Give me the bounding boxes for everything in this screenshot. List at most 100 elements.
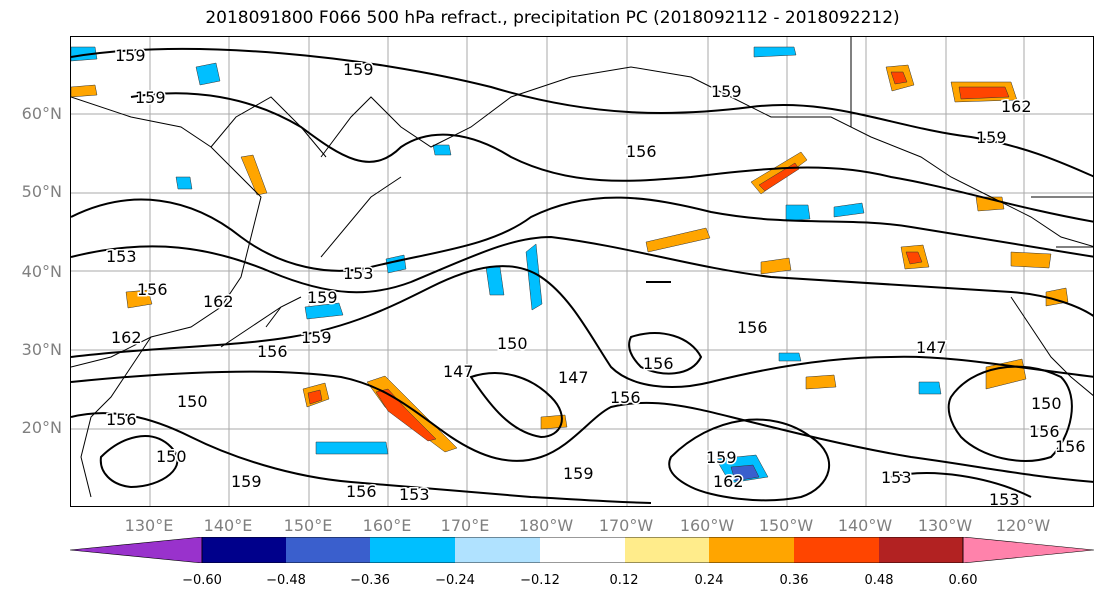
contour-label: 153 [989, 490, 1020, 507]
colorbar-swatch [455, 537, 540, 563]
contour-label: 150 [1031, 394, 1062, 413]
precip-area [760, 257, 792, 275]
contour-label: 153 [881, 468, 912, 487]
refractivity-contours [71, 47, 1093, 504]
lon-label-120w: 120°W [995, 516, 1051, 535]
precip-area [833, 202, 865, 218]
contour-label: 159 [711, 82, 742, 101]
precip-area [175, 176, 193, 190]
precip-area [785, 204, 811, 222]
map-canvas: 159 159 159 159 159 156 153 156 162 162 … [71, 37, 1093, 507]
precip-area [918, 381, 942, 395]
lon-label-160e: 160°E [362, 516, 412, 535]
colorbar-tick: 0.24 [694, 573, 724, 588]
contour-label: 159 [301, 328, 332, 347]
contour-label: 147 [443, 362, 474, 381]
contour-label: 156 [610, 388, 641, 407]
precip-area [540, 414, 568, 430]
lat-label-50: 50°N [21, 182, 62, 201]
colorbar-swatch [540, 537, 625, 563]
precip-area [385, 254, 407, 274]
contour-label: 153 [399, 485, 430, 504]
contour-label: 150 [497, 334, 528, 353]
precip-area [315, 441, 389, 455]
precip-area [1010, 251, 1052, 269]
precip-area [525, 243, 543, 311]
colorbar-swatch [879, 537, 963, 563]
lon-label-150e: 150°E [283, 516, 333, 535]
precip-area [71, 46, 98, 62]
precip-area [307, 389, 323, 405]
contour-label: 156 [643, 354, 674, 373]
precip-area [304, 302, 344, 320]
colorbar-swatch [794, 537, 879, 563]
precip-area [366, 375, 458, 453]
lat-label-40: 40°N [21, 262, 62, 281]
map-panel[interactable]: 159 159 159 159 159 156 153 156 162 162 … [70, 36, 1094, 507]
colorbar-tick: 0.12 [609, 573, 639, 588]
colorbar-swatch [286, 537, 370, 563]
contour-label: 159 [706, 448, 737, 467]
precip-area [890, 71, 908, 85]
contour-label: 156 [737, 318, 768, 337]
lat-label-60: 60°N [21, 104, 62, 123]
contour-label: 162 [713, 472, 744, 491]
contour-label: 150 [156, 447, 187, 466]
colorbar-tick: −0.12 [520, 573, 560, 588]
lon-label-130w: 130°W [917, 516, 973, 535]
lon-label-170e: 170°E [440, 516, 490, 535]
precip-area [375, 388, 437, 442]
lon-label-170w: 170°W [598, 516, 654, 535]
lat-label-30: 30°N [21, 340, 62, 359]
colorbar-arrow-left [69, 536, 203, 564]
contour-label: 159 [135, 88, 166, 107]
colorbar-tick: 0.60 [948, 573, 978, 588]
precip-area [645, 227, 711, 253]
contour-label: 162 [111, 328, 142, 347]
precip-area [805, 374, 837, 390]
contour-label: 159 [976, 128, 1007, 147]
contour-label: 147 [558, 368, 589, 387]
lat-label-20: 20°N [21, 418, 62, 437]
lon-label-140e: 140°E [203, 516, 253, 535]
colorbar-tick: 0.48 [864, 573, 894, 588]
precip-area [71, 84, 98, 98]
contour-label: 156 [1055, 437, 1086, 456]
colorbar-arrow-right [962, 536, 1095, 564]
colorbar-tick: −0.24 [435, 573, 475, 588]
colorbar-tick: −0.60 [182, 573, 222, 588]
colorbar-tick: −0.48 [266, 573, 306, 588]
contour-label: 159 [563, 464, 594, 483]
colorbar-svg [69, 536, 1095, 564]
lon-label-140w: 140°W [837, 516, 893, 535]
contour-label: 162 [1001, 97, 1032, 116]
precip-negative-areas [71, 46, 942, 484]
precip-area [958, 86, 1010, 100]
colorbar-swatch [202, 537, 286, 563]
contour-label: 156 [626, 142, 657, 161]
contour-label: 153 [343, 264, 374, 283]
precip-area [240, 154, 268, 196]
precip-area [195, 62, 221, 86]
contour-label: 156 [106, 410, 137, 429]
contour-label: 159 [343, 60, 374, 79]
colorbar-tick: 0.36 [779, 573, 809, 588]
precip-area [778, 352, 802, 362]
colorbar-tick: −0.36 [350, 573, 390, 588]
precip-area [753, 46, 797, 58]
contour-label: 159 [307, 288, 338, 307]
contour-label: 147 [916, 338, 947, 357]
contour-label: 156 [137, 280, 168, 299]
lon-label-160w: 160°W [679, 516, 735, 535]
lon-label-180w: 180°W [518, 516, 574, 535]
lon-label-150w: 150°W [758, 516, 814, 535]
colorbar-swatch [709, 537, 794, 563]
contour-label: 159 [231, 472, 262, 491]
colorbar [69, 536, 1095, 567]
contour-labels: 159 159 159 159 159 156 153 156 162 162 … [105, 45, 1088, 507]
map-title: 2018091800 F066 500 hPa refract., precip… [205, 8, 900, 28]
precip-area [905, 251, 923, 265]
contour-label: 156 [346, 482, 377, 501]
contour-label: 156 [1029, 422, 1060, 441]
lon-label-130e: 130°E [124, 516, 174, 535]
